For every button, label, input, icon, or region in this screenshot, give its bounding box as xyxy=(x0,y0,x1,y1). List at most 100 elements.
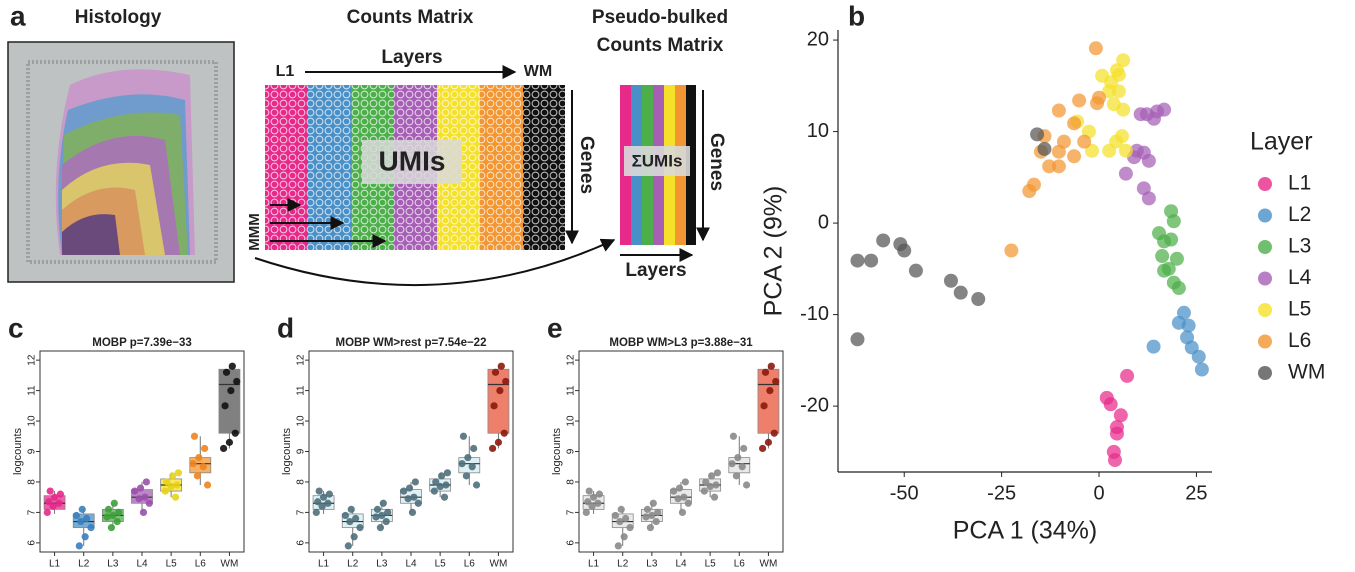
point xyxy=(341,511,350,520)
point xyxy=(706,482,714,491)
point xyxy=(622,514,630,523)
point xyxy=(440,493,449,501)
point xyxy=(382,517,390,526)
point xyxy=(225,438,234,446)
y-tick-label: 10 xyxy=(807,120,829,142)
point xyxy=(585,487,593,495)
point xyxy=(430,487,438,495)
point xyxy=(432,478,440,486)
point xyxy=(169,472,177,480)
point xyxy=(400,487,408,495)
x-tick-label: L3 xyxy=(646,559,658,570)
point xyxy=(1191,349,1206,364)
y-tick-label: 9 xyxy=(296,448,307,454)
last-layer: WM xyxy=(524,63,552,80)
y-tick-label: 20 xyxy=(807,28,829,50)
point xyxy=(1113,408,1128,423)
point xyxy=(436,482,444,491)
point xyxy=(1171,281,1186,296)
point xyxy=(1181,318,1196,333)
point xyxy=(113,517,121,526)
legend-swatch xyxy=(1258,240,1272,254)
point xyxy=(1120,368,1135,383)
point xyxy=(195,453,203,462)
legend-label: WM xyxy=(1288,361,1325,384)
point xyxy=(55,499,63,507)
point xyxy=(356,524,364,532)
point xyxy=(1067,116,1082,131)
point xyxy=(589,493,598,501)
point xyxy=(1103,397,1118,412)
point xyxy=(908,263,923,278)
pseudo-title: Counts Matrix xyxy=(597,35,724,56)
point xyxy=(1111,84,1126,99)
point xyxy=(1155,249,1170,264)
point xyxy=(770,429,778,437)
point xyxy=(373,505,382,513)
point xyxy=(1051,144,1066,159)
point xyxy=(83,514,91,523)
point xyxy=(45,498,53,506)
legend-swatch xyxy=(1258,334,1272,349)
x-tick-label: L6 xyxy=(734,559,746,570)
y-axis-label: PCA 2 (9%) xyxy=(760,186,788,317)
point xyxy=(864,253,879,268)
x-tick-label: L2 xyxy=(78,559,90,570)
point xyxy=(135,495,143,503)
point xyxy=(1166,214,1181,229)
chart-title: MOBP p=7.39e−33 xyxy=(92,337,192,349)
point xyxy=(318,502,326,510)
point xyxy=(1141,153,1156,168)
point xyxy=(346,517,354,526)
point xyxy=(1164,232,1179,247)
y-tick-label: 9 xyxy=(27,448,38,454)
chart-title: MOBP WM>rest p=7.54e−22 xyxy=(336,337,487,349)
point xyxy=(759,444,767,453)
point xyxy=(115,508,123,517)
point xyxy=(652,517,660,526)
point xyxy=(319,493,328,501)
point xyxy=(201,444,209,453)
y-tick-label: 7 xyxy=(27,509,38,515)
point xyxy=(378,511,386,520)
point xyxy=(490,402,498,410)
point xyxy=(414,499,422,507)
point xyxy=(438,472,446,480)
y-axis-label: logcounts xyxy=(12,427,24,475)
point xyxy=(221,402,229,410)
point xyxy=(142,478,150,486)
chart-title: MOBP WM>L3 p=3.88e−31 xyxy=(609,337,753,349)
box xyxy=(487,368,510,434)
point xyxy=(78,505,86,513)
point xyxy=(139,508,148,517)
point xyxy=(502,377,510,386)
x-tick-label: L4 xyxy=(405,559,417,570)
point xyxy=(943,273,958,288)
point xyxy=(347,505,355,513)
point xyxy=(1118,166,1133,181)
point xyxy=(681,478,689,486)
point xyxy=(766,386,774,395)
legend-swatch xyxy=(1258,208,1272,223)
y-tick-label: 6 xyxy=(566,540,577,546)
point xyxy=(594,499,602,507)
point xyxy=(72,511,81,520)
point xyxy=(233,377,241,386)
point xyxy=(75,542,83,550)
point xyxy=(227,386,235,395)
point xyxy=(1077,134,1092,149)
counts-title: Counts Matrix xyxy=(347,7,474,28)
point xyxy=(324,499,332,507)
x-tick-label: -50 xyxy=(890,482,919,504)
bulk-arrow xyxy=(254,238,616,287)
point xyxy=(897,243,912,258)
point xyxy=(352,514,360,523)
x-tick-label: L3 xyxy=(376,559,388,570)
legend-title: Layer xyxy=(1250,128,1313,156)
point xyxy=(700,487,708,495)
point xyxy=(1090,96,1105,111)
point xyxy=(584,498,592,506)
point xyxy=(642,513,650,521)
point xyxy=(314,498,322,506)
